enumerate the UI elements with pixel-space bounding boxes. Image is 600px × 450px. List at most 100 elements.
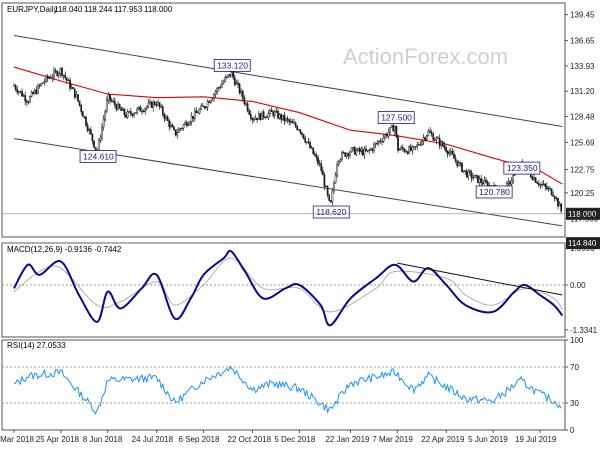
price-candle [395,125,398,139]
price-candle [43,78,46,86]
price-candle [237,79,239,89]
price-candle [53,66,55,81]
price-candle [555,196,558,201]
price-candle [288,118,291,126]
rsi-panel-frame [1,339,566,431]
price-candle [248,108,251,116]
price-candle [350,147,353,153]
rsi-y-tick-label: 100 [570,336,584,345]
price-candle [45,74,47,84]
price-candle [278,113,281,120]
price-candle [315,152,318,162]
price-candle [209,99,212,105]
price-candle [339,158,342,163]
price-candle [267,110,270,121]
price-candle [179,127,182,132]
price-candle [16,85,19,95]
price-candle [424,135,427,142]
price-candle [448,149,451,157]
price-candle [86,122,89,133]
price-candle [413,146,415,150]
price-candle [352,147,355,152]
price-candle [534,176,537,183]
price-candle [246,101,249,113]
price-candle [557,197,559,210]
price-candle [214,89,217,98]
price-candle [304,136,307,144]
price-candle [393,124,396,136]
x-tick-label: 6 Sep 2018 [179,435,220,444]
price-candle [456,160,459,169]
price-candle [128,110,131,114]
price-candle [336,160,339,178]
price-candle [294,121,297,128]
price-candle [312,147,315,155]
price-candle [553,195,556,202]
price-annotation: 123.350 [503,161,541,175]
price-candle [414,146,417,151]
price-candle [213,92,215,102]
price-candle [46,74,49,82]
rsi-y-tick-label: 70 [570,363,579,372]
price-candle [262,109,265,120]
price-candle [345,152,348,159]
x-tick-label: 24 Jul 2018 [132,435,174,444]
price-candle [181,127,183,131]
price-candle [296,124,299,131]
price-candle [321,166,324,176]
price-candle [115,103,118,112]
price-candle [461,162,463,173]
price-candle [280,113,283,124]
price-candle [329,199,332,203]
price-candle [374,142,377,149]
price-candle [19,91,22,94]
price-candle [137,106,140,111]
price-candle [360,146,363,155]
price-candle [406,150,409,155]
price-candle [464,170,467,175]
price-candle [165,114,167,121]
price-candle [289,117,292,125]
price-candle [544,183,547,191]
price-candle [145,105,148,111]
price-candle [13,83,15,87]
price-candle [77,94,79,103]
price-candle [369,147,372,151]
price-candle [88,127,91,135]
price-candle [173,125,175,131]
price-candle [161,104,164,117]
price-candle [184,120,187,126]
price-candle [253,116,255,123]
price-candle [171,123,174,128]
x-tick-label: 7 Mar 2019 [372,435,413,444]
price-candle [225,75,228,80]
price-candle [334,172,337,184]
price-candle [536,181,539,184]
price-annotation-label: 124.610 [83,151,114,161]
price-candle [61,66,63,78]
price-candle [309,139,311,149]
price-candle [176,128,179,139]
price-candle [379,138,382,144]
price-candle [147,99,150,109]
price-candle [54,68,57,74]
price-candle [190,112,193,126]
price-candle [333,180,335,194]
price-candle [235,79,238,85]
price-candle [408,144,411,155]
price-candle [272,110,275,118]
price-candle [349,150,351,159]
price-candle [417,142,420,146]
price-candle [397,134,399,153]
macd-y-tick-label: -1.3341 [570,326,598,335]
price-candle [243,95,246,106]
price-candle [433,137,436,141]
price-candle [457,159,460,167]
price-y-tick-label: 139.45 [570,11,595,20]
price-candle [113,97,116,109]
price-candle [310,145,313,149]
price-candle [22,93,25,97]
price-panel-frame [1,2,566,238]
price-candle [256,117,259,123]
price-candle [416,141,419,151]
